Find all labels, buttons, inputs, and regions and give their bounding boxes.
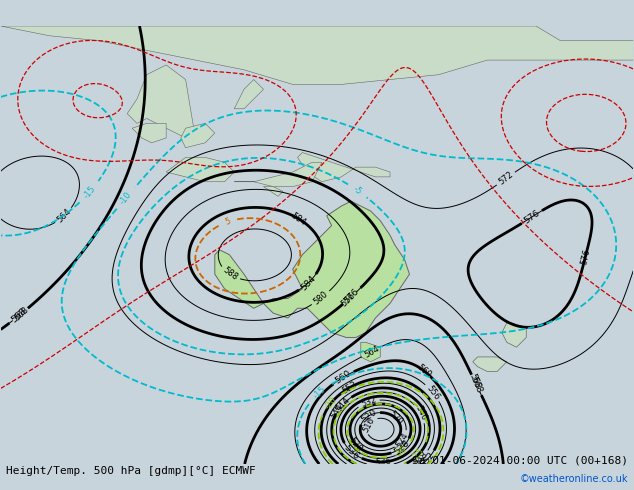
Text: 588: 588	[221, 266, 239, 282]
Polygon shape	[473, 357, 507, 371]
Polygon shape	[235, 162, 322, 187]
Text: 528: 528	[392, 438, 411, 456]
Text: -5: -5	[351, 185, 363, 197]
Text: 544: 544	[333, 395, 351, 414]
Text: 556: 556	[425, 384, 441, 402]
Polygon shape	[132, 123, 166, 143]
Polygon shape	[166, 157, 235, 182]
Text: 532: 532	[359, 395, 377, 409]
Polygon shape	[181, 123, 215, 147]
Text: 536: 536	[342, 442, 361, 461]
Text: 552: 552	[340, 380, 359, 396]
Text: 528: 528	[347, 435, 364, 453]
Text: 572: 572	[497, 170, 515, 187]
Text: -25: -25	[410, 446, 426, 462]
Text: -20: -20	[323, 395, 338, 412]
Polygon shape	[502, 323, 526, 347]
Polygon shape	[1, 26, 633, 84]
Text: 568: 568	[468, 372, 482, 391]
Polygon shape	[361, 343, 380, 362]
Text: 576: 576	[522, 208, 541, 225]
Text: 564: 564	[363, 343, 381, 359]
Text: -15: -15	[82, 184, 97, 200]
Text: -30: -30	[392, 444, 409, 460]
Text: -15: -15	[312, 385, 328, 400]
Text: 576: 576	[343, 287, 361, 305]
Text: 568: 568	[10, 307, 28, 325]
Text: 548: 548	[412, 450, 430, 467]
Text: Sa 01-06-2024 00:00 UTC (00+168): Sa 01-06-2024 00:00 UTC (00+168)	[411, 456, 628, 466]
Text: 544: 544	[330, 402, 345, 420]
Text: 584: 584	[299, 273, 318, 292]
Text: 576: 576	[579, 248, 592, 265]
Text: 524: 524	[395, 431, 411, 449]
Text: 576: 576	[339, 291, 357, 309]
Polygon shape	[235, 79, 264, 109]
Text: 520: 520	[387, 409, 404, 427]
Text: Height/Temp. 500 hPa [gdmp][°C] ECMWF: Height/Temp. 500 hPa [gdmp][°C] ECMWF	[6, 466, 256, 476]
Text: 580: 580	[312, 290, 330, 307]
Text: 564: 564	[55, 207, 73, 224]
Polygon shape	[297, 152, 390, 182]
Text: 520: 520	[359, 408, 378, 425]
Text: 568: 568	[469, 375, 484, 394]
Text: 516: 516	[361, 416, 376, 434]
Text: 560: 560	[415, 362, 433, 379]
Polygon shape	[127, 65, 195, 138]
Text: 5: 5	[223, 217, 231, 227]
Text: 560: 560	[333, 369, 353, 386]
Polygon shape	[215, 201, 410, 338]
Text: 568: 568	[13, 305, 30, 322]
Text: ©weatheronline.co.uk: ©weatheronline.co.uk	[519, 474, 628, 484]
Polygon shape	[264, 187, 283, 196]
Text: 552: 552	[418, 450, 436, 469]
Text: 536: 536	[375, 457, 391, 467]
Text: -10: -10	[119, 190, 134, 206]
Text: 584: 584	[290, 211, 308, 227]
Text: 540: 540	[413, 404, 428, 422]
